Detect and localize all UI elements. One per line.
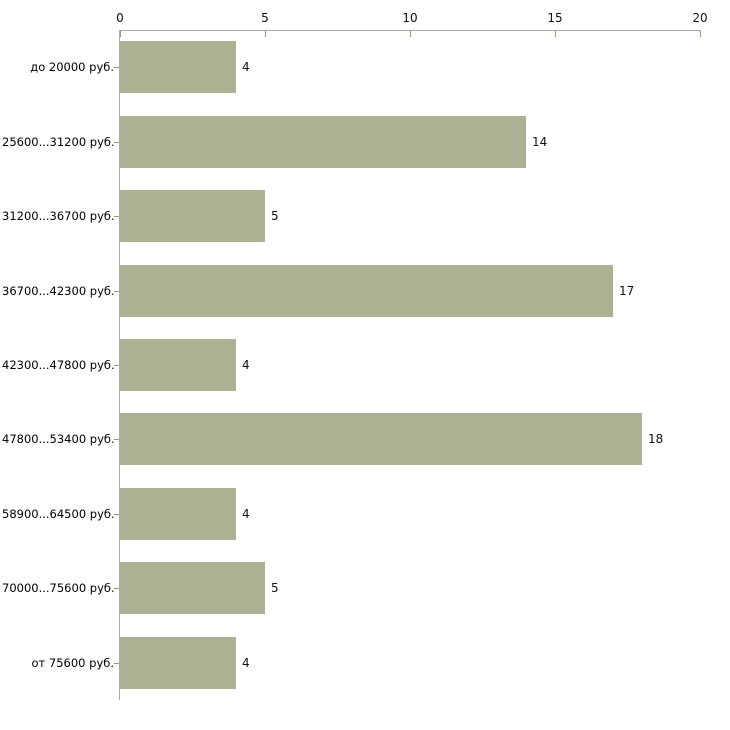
- bar[interactable]: [120, 413, 642, 466]
- bar[interactable]: [120, 487, 236, 540]
- y-axis-tick: [114, 514, 119, 515]
- y-axis-category-label: 47800...53400 руб.: [2, 432, 115, 447]
- bar-value-label: 5: [271, 209, 279, 224]
- y-axis-category-label: от 75600 руб.: [31, 655, 114, 670]
- y-axis-tick: [114, 365, 119, 366]
- bar-value-label: 4: [242, 60, 250, 75]
- y-axis-category-label: 42300...47800 руб.: [2, 358, 115, 372]
- x-axis-tick-label: 10: [402, 11, 418, 25]
- x-axis-tick-label: 5: [261, 11, 269, 25]
- x-axis-tick: [700, 31, 701, 37]
- bar-value-label: 5: [271, 581, 279, 596]
- y-axis-category-label: 31200...36700 руб.: [2, 209, 115, 224]
- x-axis-tick: [410, 31, 411, 37]
- y-axis-category-label: 36700...42300 руб.: [2, 283, 115, 298]
- y-axis-tick: [114, 291, 119, 292]
- bar[interactable]: [120, 190, 265, 243]
- y-axis-tick: [114, 67, 119, 68]
- x-axis-tick-label: 15: [547, 11, 563, 25]
- bar[interactable]: [120, 339, 236, 391]
- x-axis-tick-label: 0: [116, 11, 124, 25]
- y-axis-category-label: до 20000 руб.: [30, 60, 114, 75]
- bar-value-label: 17: [619, 283, 635, 298]
- bar[interactable]: [120, 562, 265, 615]
- bar[interactable]: [120, 41, 236, 94]
- y-axis-category-label: 70000...75600 руб.: [2, 581, 115, 596]
- x-axis-tick: [120, 31, 121, 37]
- y-axis-line: [119, 30, 120, 700]
- bar[interactable]: [120, 636, 236, 689]
- y-axis-tick: [114, 663, 119, 664]
- y-axis-tick: [114, 588, 119, 589]
- bar[interactable]: [120, 115, 526, 168]
- bar-value-label: 18: [648, 432, 664, 447]
- bar-value-label: 14: [532, 134, 548, 149]
- x-axis-tick-label: 20: [692, 11, 708, 25]
- bar-value-label: 4: [242, 655, 250, 670]
- x-axis-tick: [555, 31, 556, 37]
- y-axis-category-label: 25600...31200 руб.: [2, 134, 115, 149]
- x-axis-tick: [265, 31, 266, 37]
- bar-value-label: 4: [242, 358, 250, 372]
- x-axis-line: [120, 30, 701, 31]
- bar-value-label: 4: [242, 506, 250, 521]
- y-axis-category-label: 58900...64500 руб.: [2, 506, 115, 521]
- y-axis-tick: [114, 439, 119, 440]
- y-axis-tick: [114, 142, 119, 143]
- y-axis-tick: [114, 216, 119, 217]
- bar[interactable]: [120, 264, 613, 317]
